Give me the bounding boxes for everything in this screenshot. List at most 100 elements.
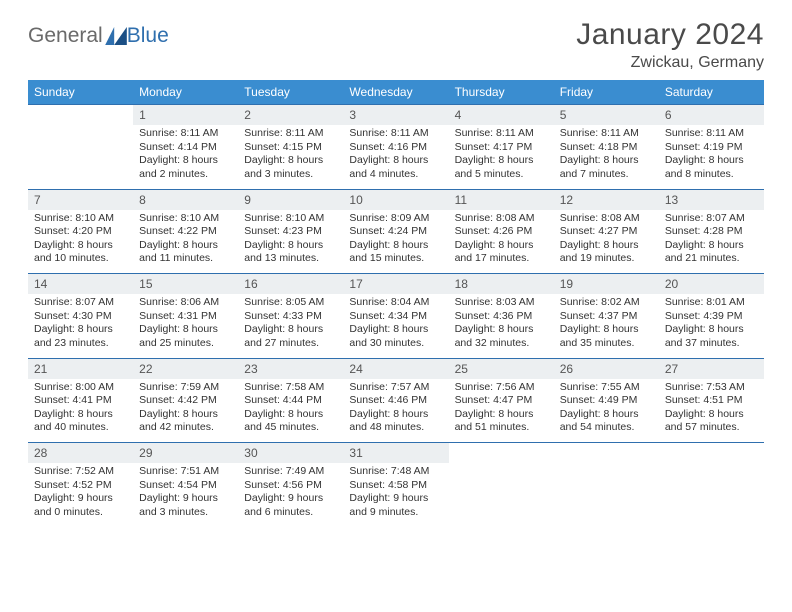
day-content-cell: Sunrise: 8:01 AMSunset: 4:39 PMDaylight:…	[659, 294, 764, 358]
day-number-cell: 24	[343, 358, 448, 379]
day-number-cell: 19	[554, 274, 659, 295]
day-number-cell: 8	[133, 189, 238, 210]
day-number-cell: 7	[28, 189, 133, 210]
daylight-line: Daylight: 8 hours and 57 minutes.	[665, 408, 758, 435]
day-number-cell: 5	[554, 105, 659, 126]
day-number-cell: 26	[554, 358, 659, 379]
sunrise-line: Sunrise: 8:00 AM	[34, 381, 127, 395]
sunrise-line: Sunrise: 8:06 AM	[139, 296, 232, 310]
daylight-line: Daylight: 9 hours and 6 minutes.	[244, 492, 337, 519]
day-number-row: 14151617181920	[28, 274, 764, 295]
day-content-cell: Sunrise: 7:56 AMSunset: 4:47 PMDaylight:…	[449, 379, 554, 443]
day-content-row: Sunrise: 7:52 AMSunset: 4:52 PMDaylight:…	[28, 463, 764, 527]
day-content-row: Sunrise: 8:10 AMSunset: 4:20 PMDaylight:…	[28, 210, 764, 274]
sunset-line: Sunset: 4:46 PM	[349, 394, 442, 408]
daylight-line: Daylight: 8 hours and 17 minutes.	[455, 239, 548, 266]
daylight-line: Daylight: 8 hours and 30 minutes.	[349, 323, 442, 350]
sunrise-line: Sunrise: 8:11 AM	[455, 127, 548, 141]
day-number-cell: 27	[659, 358, 764, 379]
day-content-cell: Sunrise: 7:55 AMSunset: 4:49 PMDaylight:…	[554, 379, 659, 443]
day-number-cell: 6	[659, 105, 764, 126]
weekday-header: Thursday	[449, 80, 554, 105]
sunrise-line: Sunrise: 8:08 AM	[560, 212, 653, 226]
day-number-cell: 18	[449, 274, 554, 295]
daylight-line: Daylight: 9 hours and 9 minutes.	[349, 492, 442, 519]
day-content-cell: Sunrise: 8:07 AMSunset: 4:28 PMDaylight:…	[659, 210, 764, 274]
weekday-header-row: Sunday Monday Tuesday Wednesday Thursday…	[28, 80, 764, 105]
daylight-line: Daylight: 8 hours and 51 minutes.	[455, 408, 548, 435]
daylight-line: Daylight: 8 hours and 4 minutes.	[349, 154, 442, 181]
day-content-row: Sunrise: 8:00 AMSunset: 4:41 PMDaylight:…	[28, 379, 764, 443]
day-number-cell: 25	[449, 358, 554, 379]
day-content-cell: Sunrise: 8:09 AMSunset: 4:24 PMDaylight:…	[343, 210, 448, 274]
sunset-line: Sunset: 4:16 PM	[349, 141, 442, 155]
sunrise-line: Sunrise: 7:49 AM	[244, 465, 337, 479]
sunset-line: Sunset: 4:51 PM	[665, 394, 758, 408]
sunset-line: Sunset: 4:31 PM	[139, 310, 232, 324]
sunset-line: Sunset: 4:17 PM	[455, 141, 548, 155]
day-number-cell: 22	[133, 358, 238, 379]
day-content-cell: Sunrise: 7:51 AMSunset: 4:54 PMDaylight:…	[133, 463, 238, 527]
daylight-line: Daylight: 8 hours and 2 minutes.	[139, 154, 232, 181]
calendar-table: Sunday Monday Tuesday Wednesday Thursday…	[28, 80, 764, 527]
daylight-line: Daylight: 8 hours and 25 minutes.	[139, 323, 232, 350]
sunset-line: Sunset: 4:39 PM	[665, 310, 758, 324]
day-number-cell	[554, 443, 659, 464]
sunset-line: Sunset: 4:20 PM	[34, 225, 127, 239]
day-content-cell: Sunrise: 8:04 AMSunset: 4:34 PMDaylight:…	[343, 294, 448, 358]
sunrise-line: Sunrise: 8:05 AM	[244, 296, 337, 310]
daylight-line: Daylight: 8 hours and 13 minutes.	[244, 239, 337, 266]
day-number-cell	[659, 443, 764, 464]
day-number-cell	[28, 105, 133, 126]
day-number-cell: 10	[343, 189, 448, 210]
daylight-line: Daylight: 8 hours and 7 minutes.	[560, 154, 653, 181]
day-content-cell: Sunrise: 8:00 AMSunset: 4:41 PMDaylight:…	[28, 379, 133, 443]
day-number-cell: 20	[659, 274, 764, 295]
day-number-cell: 23	[238, 358, 343, 379]
day-content-row: Sunrise: 8:11 AMSunset: 4:14 PMDaylight:…	[28, 125, 764, 189]
sunset-line: Sunset: 4:14 PM	[139, 141, 232, 155]
daylight-line: Daylight: 8 hours and 3 minutes.	[244, 154, 337, 181]
sunrise-line: Sunrise: 7:52 AM	[34, 465, 127, 479]
sunset-line: Sunset: 4:56 PM	[244, 479, 337, 493]
sunrise-line: Sunrise: 8:08 AM	[455, 212, 548, 226]
day-number-cell: 12	[554, 189, 659, 210]
day-number-cell: 4	[449, 105, 554, 126]
day-content-cell: Sunrise: 8:08 AMSunset: 4:26 PMDaylight:…	[449, 210, 554, 274]
day-content-cell: Sunrise: 8:10 AMSunset: 4:23 PMDaylight:…	[238, 210, 343, 274]
daylight-line: Daylight: 8 hours and 11 minutes.	[139, 239, 232, 266]
day-content-cell: Sunrise: 8:02 AMSunset: 4:37 PMDaylight:…	[554, 294, 659, 358]
sunrise-line: Sunrise: 7:53 AM	[665, 381, 758, 395]
daylight-line: Daylight: 8 hours and 42 minutes.	[139, 408, 232, 435]
sunrise-line: Sunrise: 7:51 AM	[139, 465, 232, 479]
weekday-header: Monday	[133, 80, 238, 105]
sunset-line: Sunset: 4:27 PM	[560, 225, 653, 239]
day-number-cell	[449, 443, 554, 464]
daylight-line: Daylight: 9 hours and 0 minutes.	[34, 492, 127, 519]
weekday-header: Saturday	[659, 80, 764, 105]
sunset-line: Sunset: 4:18 PM	[560, 141, 653, 155]
calendar-page: General Blue January 2024 Zwickau, Germa…	[0, 0, 792, 545]
sunset-line: Sunset: 4:28 PM	[665, 225, 758, 239]
day-number-cell: 13	[659, 189, 764, 210]
daylight-line: Daylight: 8 hours and 27 minutes.	[244, 323, 337, 350]
day-content-cell: Sunrise: 7:52 AMSunset: 4:52 PMDaylight:…	[28, 463, 133, 527]
sunrise-line: Sunrise: 8:01 AM	[665, 296, 758, 310]
day-content-cell: Sunrise: 8:07 AMSunset: 4:30 PMDaylight:…	[28, 294, 133, 358]
day-content-cell	[449, 463, 554, 527]
daylight-line: Daylight: 8 hours and 10 minutes.	[34, 239, 127, 266]
day-content-cell: Sunrise: 7:57 AMSunset: 4:46 PMDaylight:…	[343, 379, 448, 443]
day-content-cell: Sunrise: 8:11 AMSunset: 4:18 PMDaylight:…	[554, 125, 659, 189]
sunset-line: Sunset: 4:37 PM	[560, 310, 653, 324]
day-number-cell: 3	[343, 105, 448, 126]
sunrise-line: Sunrise: 8:10 AM	[34, 212, 127, 226]
sunset-line: Sunset: 4:15 PM	[244, 141, 337, 155]
sunset-line: Sunset: 4:22 PM	[139, 225, 232, 239]
sunrise-line: Sunrise: 7:48 AM	[349, 465, 442, 479]
day-number-cell: 29	[133, 443, 238, 464]
sunrise-line: Sunrise: 7:58 AM	[244, 381, 337, 395]
day-content-cell	[659, 463, 764, 527]
daylight-line: Daylight: 8 hours and 45 minutes.	[244, 408, 337, 435]
sunrise-line: Sunrise: 8:07 AM	[665, 212, 758, 226]
daylight-line: Daylight: 8 hours and 5 minutes.	[455, 154, 548, 181]
